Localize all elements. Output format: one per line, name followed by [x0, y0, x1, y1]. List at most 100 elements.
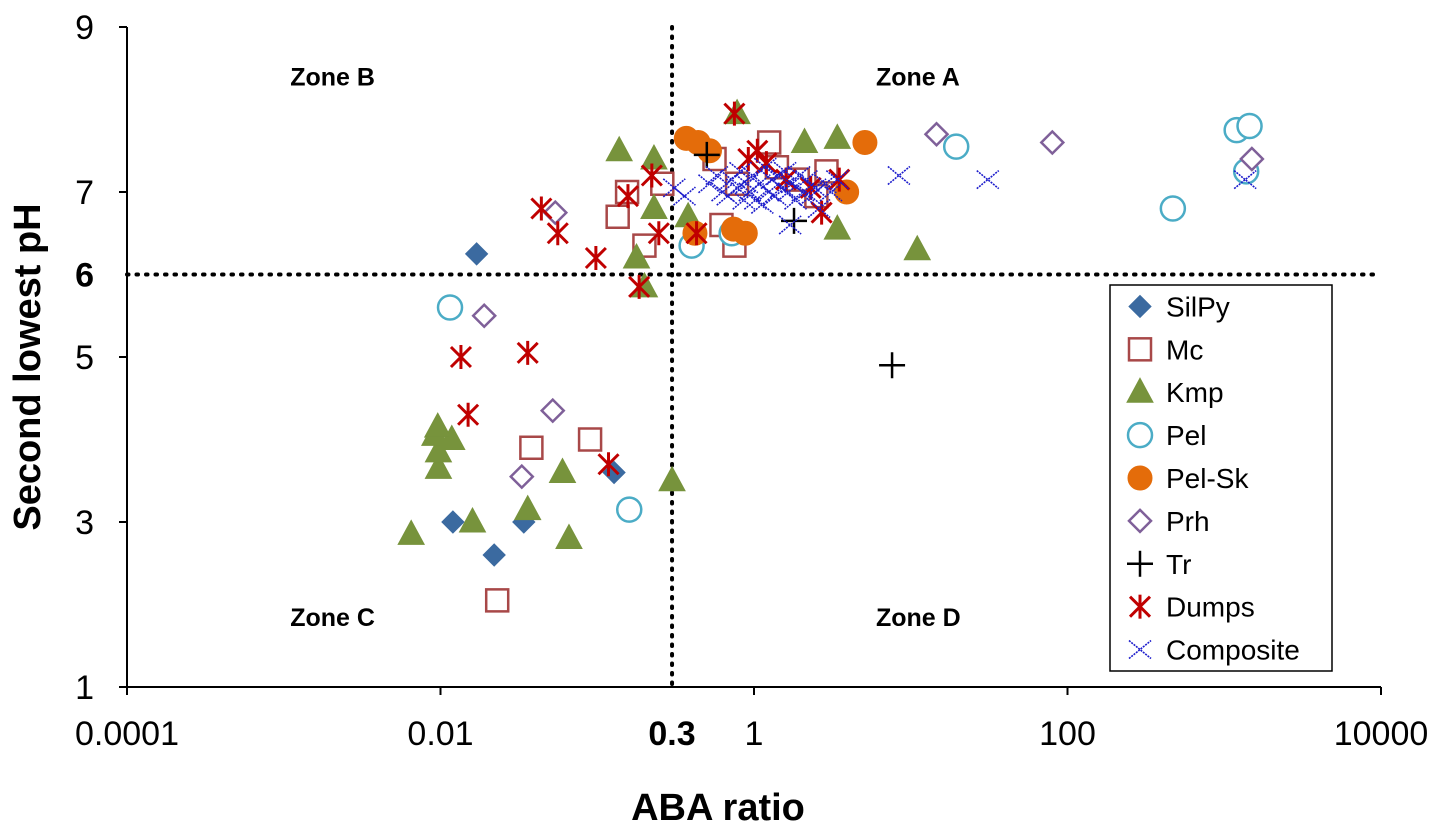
data-point	[743, 190, 767, 210]
data-point	[471, 302, 497, 329]
data-point	[548, 457, 577, 483]
data-point	[750, 194, 774, 214]
data-point	[605, 204, 630, 229]
data-point	[784, 190, 808, 210]
data-point	[755, 151, 778, 176]
legend-label: Pel-Sk	[1166, 463, 1249, 494]
x-axis-title: ABA ratio	[631, 787, 805, 829]
legend-label: Prh	[1166, 506, 1210, 537]
data-point	[746, 138, 769, 163]
data-point	[672, 186, 696, 206]
data-point	[696, 138, 722, 164]
zone-label: Zone C	[290, 604, 375, 632]
data-point	[597, 452, 620, 477]
zone-label: Zone A	[876, 64, 960, 92]
data-point	[640, 163, 663, 188]
data-point	[441, 510, 465, 534]
data-point	[887, 165, 911, 186]
data-point	[780, 174, 804, 194]
zone-label: Zone B	[290, 64, 375, 92]
data-point	[1239, 146, 1265, 172]
data-point	[650, 171, 675, 196]
y-tick-label: 9	[75, 9, 94, 47]
data-point	[770, 178, 794, 198]
data-point	[555, 523, 583, 549]
series-dumps	[449, 101, 851, 477]
series-composite	[662, 157, 1257, 235]
data-point	[720, 170, 744, 190]
legend-marker	[1128, 639, 1152, 660]
data-point	[756, 130, 782, 155]
data-point	[449, 345, 472, 369]
legend-label: Kmp	[1166, 377, 1224, 408]
data-point	[741, 165, 765, 186]
data-point	[799, 186, 823, 206]
data-point	[757, 182, 781, 202]
data-point	[813, 174, 837, 194]
data-point	[738, 182, 762, 202]
zone-label: Zone D	[876, 604, 961, 632]
data-point	[787, 165, 811, 186]
data-point	[436, 294, 464, 321]
data-point	[640, 193, 668, 219]
data-point	[539, 397, 566, 424]
data-point	[778, 215, 802, 235]
data-point	[732, 190, 756, 210]
legend-marker	[1126, 421, 1154, 449]
data-point	[458, 506, 487, 533]
data-point	[942, 133, 970, 160]
data-point	[819, 182, 843, 202]
series-pel	[436, 112, 1263, 523]
data-point	[791, 182, 815, 202]
data-point	[852, 130, 878, 155]
legend-label: SilPy	[1166, 291, 1230, 322]
data-point	[732, 220, 758, 246]
series-mc	[484, 130, 839, 613]
zone-labels: Zone A Zone B Zone C Zone D	[290, 64, 960, 632]
series-silpy	[441, 242, 626, 567]
data-point	[799, 175, 822, 200]
data-point	[747, 174, 771, 194]
data-point	[776, 182, 801, 202]
data-point	[807, 198, 831, 219]
series-kmp	[397, 98, 932, 549]
data-point	[640, 143, 668, 170]
legend-label: Composite	[1166, 635, 1300, 666]
legend-marker	[1127, 550, 1153, 577]
data-point	[735, 174, 759, 194]
legend-marker	[1128, 294, 1152, 319]
data-point	[546, 221, 569, 246]
y-tick-label: 7	[75, 174, 94, 212]
axes: 0.0001 0.01 0.3 1 100 10000 1 3 5 6 7 9 ABA ratio Sec…	[7, 9, 1428, 829]
data-point	[464, 242, 489, 266]
data-point	[923, 121, 950, 148]
data-point	[716, 186, 740, 206]
data-point	[711, 182, 735, 202]
data-point	[457, 402, 480, 427]
data-point	[1236, 112, 1263, 140]
data-point	[482, 543, 506, 567]
data-point	[484, 588, 510, 613]
data-point	[760, 170, 784, 190]
series-prh	[471, 121, 1265, 490]
data-point	[628, 274, 651, 299]
legend-marker	[1127, 465, 1153, 491]
data-point	[825, 170, 849, 190]
threshold-lines	[125, 25, 1383, 689]
data-point	[697, 174, 721, 194]
data-point	[509, 463, 535, 490]
data-point	[516, 340, 539, 365]
data-point	[605, 135, 634, 162]
data-point	[879, 352, 906, 379]
data-point	[423, 412, 452, 438]
x-tick-label: 0.3	[648, 715, 695, 753]
legend-marker	[1128, 594, 1152, 619]
data-point	[723, 101, 746, 126]
x-tick-label: 100	[1039, 715, 1096, 753]
data-point	[424, 453, 453, 479]
data-point	[584, 246, 607, 270]
data-point	[622, 242, 651, 269]
data-point	[658, 465, 686, 492]
data-points	[397, 98, 1265, 613]
